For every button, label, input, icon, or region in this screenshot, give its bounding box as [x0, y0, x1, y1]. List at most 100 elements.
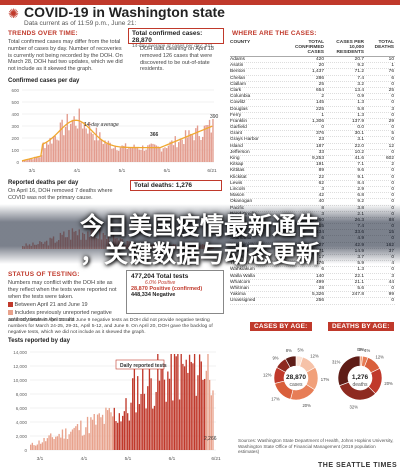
case-bar [111, 148, 113, 162]
case-bar [109, 142, 111, 162]
test-bar [170, 354, 172, 450]
daily-tests-label-box [115, 359, 165, 370]
y-tick-label: 100 [11, 148, 19, 153]
test-bar [60, 437, 62, 450]
county-deaths: 10 [388, 57, 394, 62]
case-bar [157, 146, 159, 162]
case-bar [167, 145, 170, 162]
table-row: Mason 42 6.8 0 [230, 193, 395, 200]
test-bar [41, 442, 44, 450]
x-tick-label: 6/1 [164, 168, 171, 174]
case-bar [87, 133, 89, 162]
test-bar [185, 359, 187, 450]
case-bar [160, 151, 163, 162]
table-row: Garfield 0 0.0 0 [230, 125, 395, 132]
case-bar [145, 149, 147, 162]
legend-swatch-2 [8, 310, 13, 316]
county-deaths: 2 [391, 162, 394, 168]
case-bar [205, 125, 207, 162]
test-bar [130, 402, 132, 450]
deaths-note: On April 16, DOH removed 7 deaths where … [8, 188, 113, 201]
table-row: Chelan 286 7.4 6 [230, 76, 395, 82]
test-bar [98, 413, 100, 450]
county-cases: 286 [315, 75, 324, 81]
case-bar [56, 139, 58, 162]
test-bar [80, 420, 82, 450]
test-bar [40, 443, 42, 450]
y-tick-label: 6,000 [16, 406, 28, 411]
test-bar [137, 376, 139, 450]
test-bar [142, 368, 144, 450]
test-bar [202, 379, 204, 450]
cases-x-ticks: 3/1 4/1 5/1 6/1 6/21 [29, 168, 217, 174]
cases-chart-title: Confirmed cases per day [8, 78, 80, 84]
daily-tests-label: Daily reported tests [120, 363, 167, 369]
table-row: Klickitat 22 9.1 0 [230, 175, 395, 181]
county-per-10000: 9.2 [357, 63, 364, 69]
case-bar [90, 132, 92, 162]
county-deaths: 0 [391, 298, 394, 304]
county-per-10000: 22.0 [354, 143, 364, 149]
case-bar [95, 127, 98, 162]
test-bar [210, 395, 212, 450]
test-bar [125, 398, 127, 450]
county-per-10000: 5.6 [357, 285, 364, 291]
test-bar [65, 428, 67, 450]
test-bar [132, 378, 134, 450]
deaths-chart-title: Reported deaths per day [8, 180, 79, 186]
case-bar [78, 108, 80, 162]
county-name: Benton [230, 69, 246, 75]
case-bar [104, 140, 106, 162]
headline-banner: 今日美国疫情最新通告 ，关键数据与动态更新 [0, 204, 400, 268]
table-row: Benton 1,437 71.2 76 [230, 69, 395, 76]
county-per-10000: 10.2 [354, 149, 364, 155]
county-name: Island [230, 143, 243, 149]
x-tick-label: 3/1 [37, 456, 44, 462]
case-bar [66, 113, 68, 162]
case-bar [183, 144, 185, 162]
table-row: Columbia 2 0.9 0 [230, 94, 395, 101]
county-deaths: 0 [391, 94, 394, 100]
case-bar [176, 147, 178, 162]
table-heading: WHERE ARE THE CASES: [232, 30, 317, 37]
test-bar [43, 437, 45, 450]
case-bar [133, 144, 135, 162]
masthead: ✺ COVID-19 in Washington state Data curr… [8, 4, 392, 27]
county-per-10000: 7.4 [357, 75, 364, 81]
county-per-10000: 137.9 [351, 118, 364, 124]
test-bar [127, 413, 129, 450]
y-tick-label: 2,000 [16, 434, 28, 439]
case-bar [138, 149, 140, 162]
case-bar [68, 130, 70, 162]
test-bar [38, 440, 40, 450]
col-deaths: TOTAL DEATHS [374, 40, 394, 50]
county-cases: 1,437 [311, 69, 324, 75]
test-bar [56, 436, 59, 450]
case-bar [147, 145, 149, 162]
case-bar [186, 137, 188, 162]
case-bar [25, 160, 27, 162]
case-bar [99, 132, 101, 162]
test-bar [53, 439, 55, 450]
test-bar [45, 441, 47, 450]
cases-donut-sub: cases [289, 382, 303, 388]
case-bar [140, 149, 142, 162]
test-bar [188, 354, 191, 450]
county-name: Klickitat [230, 174, 247, 180]
donut-pct-label: 0% [357, 347, 363, 352]
table-row: Lincoln 3 2.9 0 [230, 187, 395, 194]
trends-heading: TRENDS OVER TIME: [8, 30, 78, 37]
case-bar [64, 126, 67, 162]
testing-legend-2: Includes previously unreported negative … [8, 310, 126, 324]
total-cases-label: Total confirmed cases: [132, 30, 203, 37]
case-bar [193, 140, 195, 162]
case-bar [58, 140, 60, 162]
county-per-10000: 247.8 [351, 292, 364, 298]
y-tick-label: 12,000 [13, 364, 27, 369]
case-bar [49, 137, 51, 162]
legend-2-label: Includes previously unreported negative … [8, 310, 112, 323]
test-bar [33, 445, 35, 450]
county-deaths: 12 [388, 143, 394, 149]
case-bar [164, 147, 166, 162]
test-bar [70, 431, 72, 450]
